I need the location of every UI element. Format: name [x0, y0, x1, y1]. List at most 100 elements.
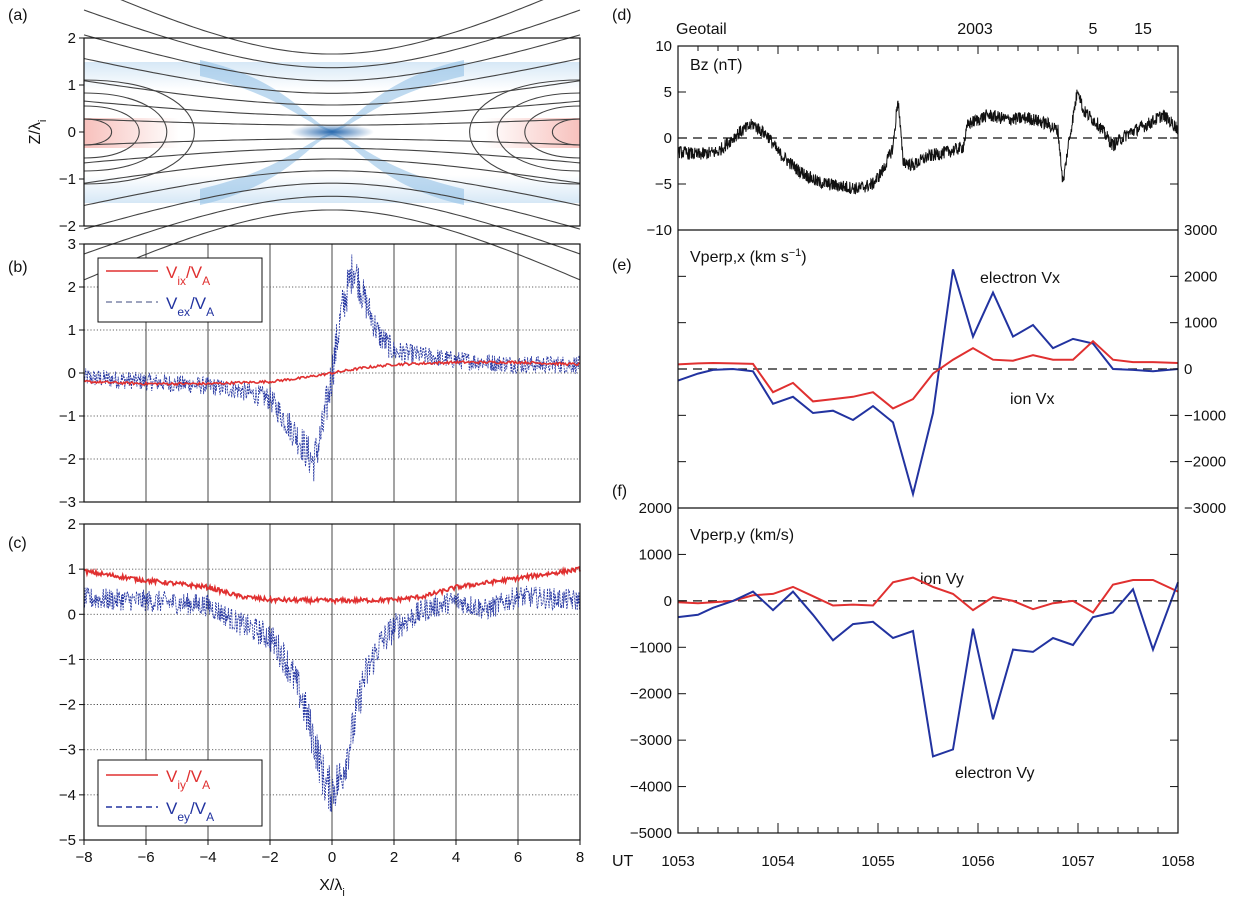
ytick-label: −3000: [630, 732, 672, 749]
panel-e-title: (e): [612, 257, 632, 274]
panel-e-ion-label: ion Vx: [1010, 391, 1054, 408]
panel-c-xticks: −8 −6 −4 −2 0 2 4 6 8: [75, 840, 584, 866]
ytick-label: −4000: [630, 779, 672, 796]
field-line: [83, 57, 581, 94]
ytick-label: 2: [68, 30, 76, 47]
electron-vy-line: [677, 581, 1179, 758]
ytick-label: 1: [68, 322, 76, 339]
ytick-label: −2: [59, 451, 76, 468]
ytick-label: −2000: [1184, 454, 1226, 471]
panel-b-legend: Vix/VA Vex/VA: [97, 257, 263, 323]
field-line: [83, 158, 581, 184]
panel-c-title: (c): [8, 535, 27, 552]
panel-a-x-point: [290, 124, 374, 140]
field-loop: [83, 118, 113, 146]
field-loop: [83, 79, 195, 185]
xtick-label: 0: [328, 849, 336, 866]
vex-line: [83, 254, 581, 482]
panel-b-title: (b): [8, 259, 28, 276]
panel-d-header-left: Geotail: [676, 21, 727, 38]
panel-d: (d) Geotail 2003 5 15 Bz (nT) 10 5 0 −5 −10: [612, 7, 1179, 239]
panel-e-electron-label: electron Vx: [980, 270, 1060, 287]
field-line: [83, 118, 581, 126]
panel-a: (a) 2 1 0 −1 −2 Z/λi: [8, 0, 581, 281]
viy-line: [83, 565, 581, 606]
xtick-label: −4: [199, 849, 216, 866]
ytick-label: −2: [59, 218, 76, 235]
ytick-label: 3000: [1184, 222, 1217, 239]
ytick-label: −2000: [630, 686, 672, 703]
panel-d-header-month: 5: [1089, 21, 1098, 38]
field-loop: [83, 92, 168, 172]
panel-f-ion-label: ion Vy: [920, 571, 964, 588]
ytick-label: 1: [68, 77, 76, 94]
panel-a-background: [84, 60, 580, 205]
ytick-label: 1000: [1184, 315, 1217, 332]
panel-c: (c) 2 1 0 −1 −2 −3 −4 −5 −8 −6 −4 −2 0 2 4 6 8 Viy/VA V…: [8, 516, 584, 899]
xtick-label: 1053: [661, 853, 694, 870]
ytick-label: 0: [1184, 361, 1192, 378]
field-loop: [469, 79, 581, 185]
panel-a-field-lines: [83, 0, 581, 281]
ytick-label: 1000: [639, 546, 672, 563]
ytick-label: −2: [59, 697, 76, 714]
panel-f: (f) Vperp,y (km/s) ion Vy electron Vy 20…: [612, 483, 1195, 870]
ion-vx-line: [677, 339, 1179, 410]
panel-f-xlabel: UT: [612, 853, 634, 870]
ytick-label: −1000: [630, 639, 672, 656]
panel-d-header-day: 15: [1134, 21, 1152, 38]
panel-b-yticks: 3 2 1 0 −1 −2 −3: [59, 236, 84, 511]
xtick-label: −8: [75, 849, 92, 866]
field-line: [83, 170, 581, 207]
field-loop: [551, 118, 581, 146]
xtick-label: −6: [137, 849, 154, 866]
right-column-frame: [677, 45, 1179, 834]
xtick-label: 8: [576, 849, 584, 866]
panel-a-title: (a): [8, 7, 28, 24]
panel-a-ylabel: Z/λi: [27, 120, 49, 145]
field-line: [83, 182, 581, 230]
ytick-label: 3: [68, 236, 76, 253]
panel-b-legend-box: [97, 257, 263, 323]
panel-e-annotation: Vperp,x (km s−1): [690, 247, 807, 266]
xtick-label: 6: [514, 849, 522, 866]
panel-d-annotation: Bz (nT): [690, 57, 742, 74]
panel-c-yticks: 2 1 0 −1 −2 −3 −4 −5: [59, 516, 84, 849]
field-loop: [496, 92, 581, 172]
ytick-label: −1: [59, 651, 76, 668]
panel-d-series: [677, 46, 1179, 195]
ytick-label: −5000: [630, 825, 672, 842]
ytick-label: −3000: [1184, 500, 1226, 517]
ytick-label: −10: [647, 222, 672, 239]
xtick-label: −2: [261, 849, 278, 866]
ytick-label: 2000: [1184, 268, 1217, 285]
ytick-label: 10: [655, 38, 672, 55]
xtick-label: 2: [390, 849, 398, 866]
panel-f-electron-label: electron Vy: [955, 765, 1034, 782]
panel-e: (e) Vperp,x (km s−1) electron Vx ion Vx …: [612, 222, 1226, 517]
xtick-label: 1058: [1161, 853, 1194, 870]
ytick-label: 0: [68, 124, 76, 141]
field-line: [83, 34, 581, 82]
vix-line: [83, 359, 581, 387]
ytick-label: −4: [59, 787, 76, 804]
electron-vx-line: [677, 269, 1179, 499]
field-line: [120, 0, 544, 55]
xtick-label: 1055: [861, 853, 894, 870]
field-line: [83, 147, 581, 164]
panel-d-header-date: 2003: [957, 21, 993, 38]
field-line: [83, 138, 581, 146]
panel-a-lower-band: [84, 175, 580, 203]
panel-b-legend-ex-label: Vex/VA: [166, 294, 214, 319]
ytick-label: 0: [68, 365, 76, 382]
ytick-label: −5: [655, 176, 672, 193]
ytick-label: 0: [68, 606, 76, 623]
vey-line: [83, 585, 581, 812]
panel-a-upper-band: [84, 62, 580, 90]
panel-c-legend-ey-label: Vey/VA: [166, 799, 214, 824]
panel-c-legend-box: [97, 759, 263, 827]
field-line: [83, 100, 581, 117]
ytick-label: −1: [59, 408, 76, 425]
panel-b-grid: [84, 244, 580, 502]
